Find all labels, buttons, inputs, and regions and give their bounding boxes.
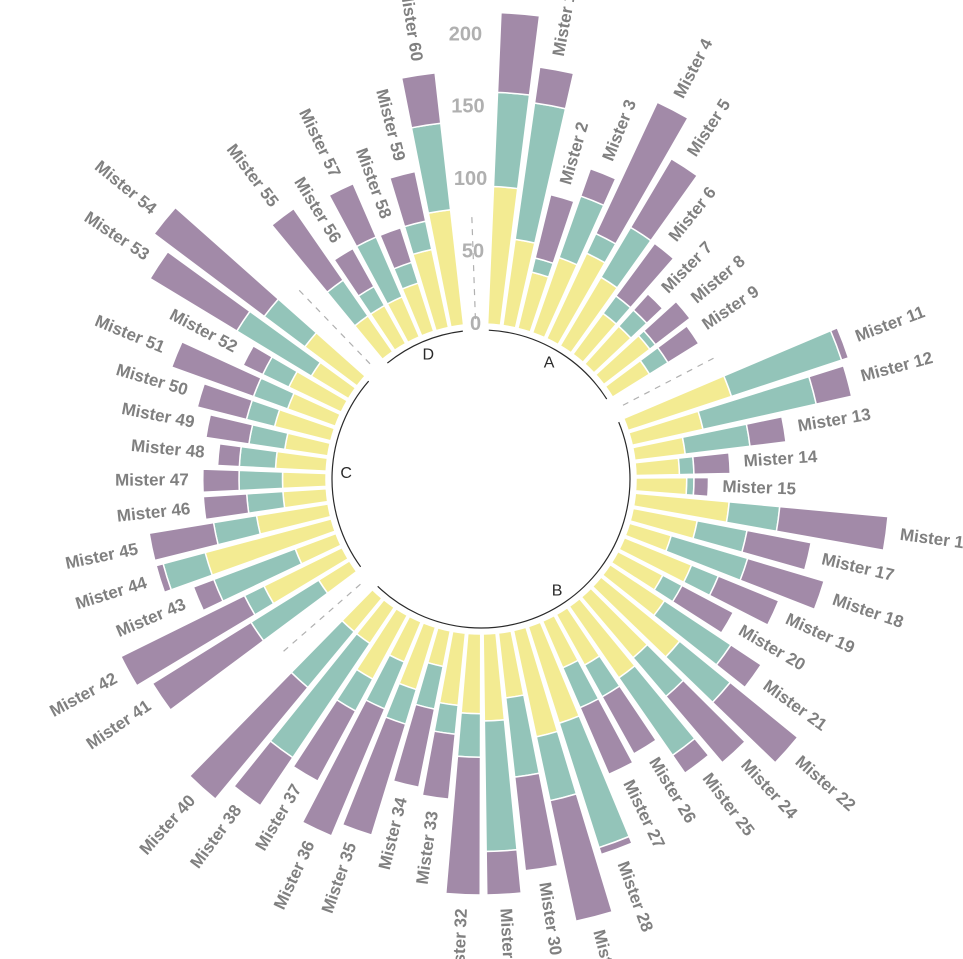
- group-label: C: [340, 465, 352, 482]
- bar-segment: [402, 73, 441, 128]
- bar-label: Mister 42: [47, 669, 121, 721]
- bar-segment: [678, 457, 694, 475]
- bar-label: Mister 32: [449, 908, 471, 959]
- bar-segment: [203, 469, 240, 492]
- bar-label: Mister 53: [81, 208, 153, 265]
- bar-label: Mister 48: [130, 436, 205, 462]
- bar-segment: [498, 13, 540, 95]
- bar-label: Mister 5: [683, 96, 734, 160]
- bar-label: Mister 29: [589, 928, 626, 959]
- bar-segment: [636, 478, 687, 495]
- bar-segment: [746, 417, 786, 447]
- bar-label: Mister 40: [136, 791, 199, 858]
- bar-label: Mister 38: [186, 801, 245, 872]
- bar-label: Mister 46: [116, 499, 191, 526]
- bar-label: Mister 31: [496, 908, 519, 959]
- bar-label: Mister 59: [372, 87, 409, 163]
- bar-label: Mister 47: [115, 470, 189, 489]
- bar-label: Mister 18: [830, 590, 906, 632]
- bar-label: Mister 14: [743, 447, 818, 471]
- group-label: A: [544, 354, 555, 371]
- bar-label: Mister 60: [396, 0, 426, 63]
- circular-stacked-bar-chart: A B C D 0 50 100 150 200 Mister 1 Mister 10 Mister …: [0, 0, 963, 959]
- bar-segment: [239, 447, 277, 469]
- bar-label: Mister 51: [92, 311, 167, 357]
- axis-tick-label: 200: [449, 23, 482, 45]
- bar-label: Mister 4: [670, 35, 717, 101]
- bar-segment: [693, 453, 730, 474]
- bar-segment: [693, 478, 708, 497]
- bar-segment: [239, 470, 283, 490]
- bar-label: Mister 22: [792, 752, 860, 815]
- bar-segment: [486, 850, 521, 895]
- bar-segment: [218, 444, 242, 467]
- group-label: D: [423, 347, 435, 364]
- bar-segment: [203, 494, 248, 520]
- bar-segment: [535, 67, 574, 109]
- bar-segment: [283, 472, 327, 488]
- bar-segment: [809, 366, 852, 404]
- bar-label: Mister 45: [64, 539, 140, 572]
- bar-label: Mister 15: [722, 477, 796, 499]
- axis-tick-label: 150: [451, 96, 484, 118]
- bar-segment: [726, 502, 779, 531]
- bar-label: Mister 1: [511, 0, 535, 1]
- axis-tick-label: 50: [462, 241, 484, 263]
- bar-label: Mister 57: [295, 106, 344, 181]
- group-label: B: [552, 583, 563, 600]
- bar-label: Mister 54: [91, 157, 161, 219]
- bar-label: Mister 55: [223, 140, 283, 210]
- bar-label: Mister 11: [853, 302, 928, 345]
- bar-segment: [635, 458, 679, 475]
- bar-label: Mister 30: [535, 881, 565, 957]
- bar-label: Mister 35: [318, 840, 360, 916]
- axis-tick-label: 0: [470, 313, 481, 335]
- bar-segment: [434, 703, 458, 735]
- bar-label: Mister 13: [796, 405, 872, 436]
- bar-label: Mister 17: [820, 549, 896, 584]
- bar-segment: [247, 492, 285, 514]
- axis-tick-label: 100: [454, 168, 487, 190]
- bar-segment: [390, 171, 426, 226]
- bar-label: Mister 33: [413, 810, 442, 886]
- group-gap-line: [472, 214, 476, 319]
- bar-label: Mister 28: [614, 859, 657, 935]
- bar-label: Mister 16: [899, 525, 963, 554]
- bar-label: Mister 10: [549, 0, 581, 58]
- bar-label: Mister 49: [120, 399, 196, 432]
- bar-label: Mister 12: [859, 348, 935, 385]
- bar-label: Mister 36: [270, 838, 318, 913]
- bar-segment: [457, 713, 480, 757]
- bar-label: Mister 44: [73, 573, 150, 613]
- bar-label: Mister 41: [83, 696, 155, 753]
